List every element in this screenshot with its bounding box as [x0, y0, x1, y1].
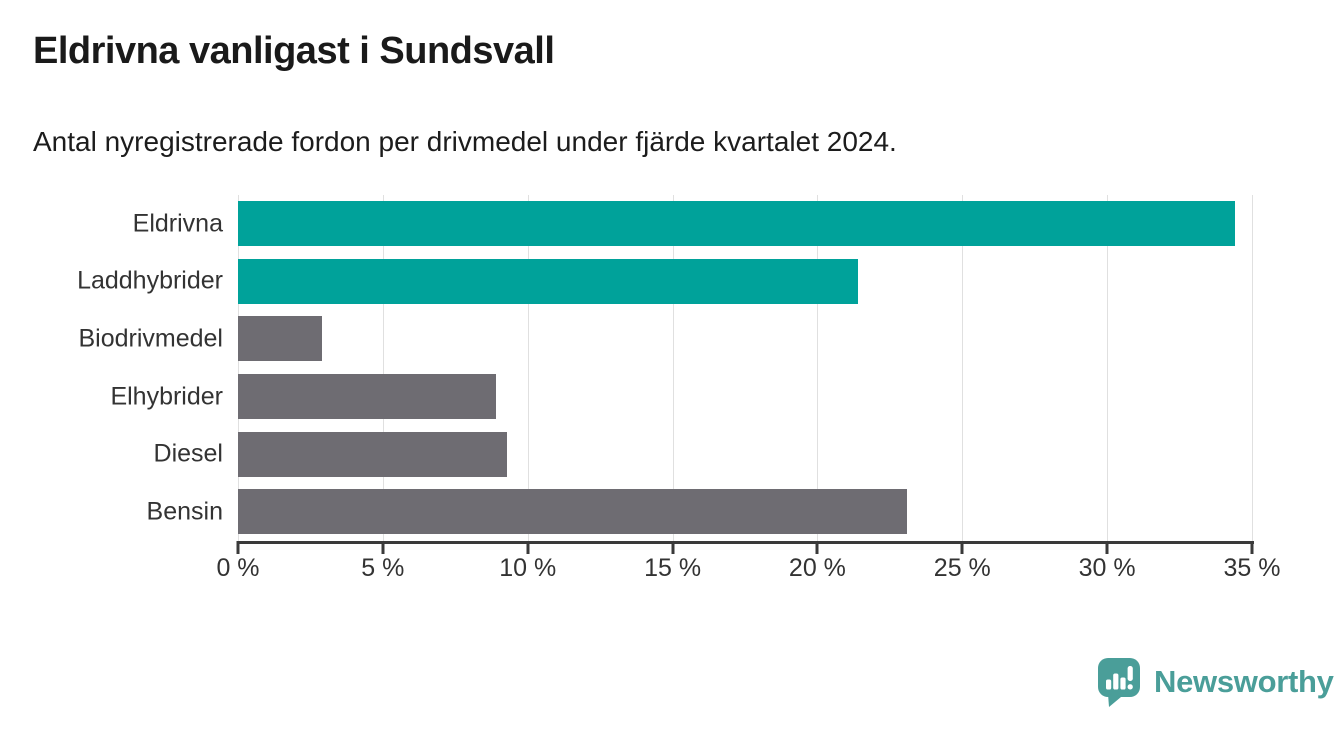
- x-axis-tick-mark: [815, 541, 819, 554]
- x-axis-tick-label: 20 %: [788, 554, 846, 582]
- x-axis-tick-mark: [1250, 541, 1254, 554]
- category-label-biodrivmedel: Biodrivmedel: [78, 324, 223, 353]
- category-label-eldrivna: Eldrivna: [132, 209, 223, 238]
- gridline-25%: [962, 195, 964, 541]
- bar-bensin: [238, 489, 908, 535]
- gridline-30%: [1107, 195, 1109, 541]
- chart-subtitle: Antal nyregistrerade fordon per drivmede…: [33, 126, 897, 157]
- x-axis-tick-label: 0 %: [216, 554, 260, 582]
- gridline-0%: [238, 195, 239, 541]
- bar-eldrivna: [238, 201, 1235, 246]
- category-label-bensin: Bensin: [146, 497, 223, 526]
- category-label-elhybrider: Elhybrider: [110, 382, 223, 411]
- x-axis-tick-mark: [381, 541, 385, 554]
- bar-diesel: [238, 431, 508, 477]
- x-axis-tick-label: 10 %: [499, 554, 557, 582]
- gridline-20%: [817, 195, 819, 541]
- chart-title: Eldrivna vanligast i Sundsvall: [33, 30, 555, 72]
- gridline-5%: [382, 195, 384, 541]
- x-axis-tick-label: 15 %: [644, 554, 702, 582]
- x-axis-tick-label: 25 %: [933, 554, 991, 582]
- bar-laddhybrider: [238, 258, 858, 304]
- bar-row-eldrivna: Eldrivna: [133, 195, 1252, 253]
- gridline-10%: [527, 195, 529, 541]
- newsworthy-wordmark: Newsworthy: [1154, 663, 1334, 699]
- bar-row-biodrivmedel: Biodrivmedel: [78, 310, 1252, 368]
- x-axis-tick-mark: [1105, 541, 1109, 554]
- x-axis-tick-mark: [236, 541, 240, 554]
- bar-row-elhybrider: Elhybrider: [110, 368, 1252, 426]
- bar-biodrivmedel: [238, 316, 323, 362]
- category-label-laddhybrider: Laddhybrider: [77, 266, 223, 295]
- x-axis-tick-mark: [526, 541, 530, 554]
- x-axis-line: [237, 541, 1254, 544]
- newsworthy-speech-bubble-chart-icon: [1098, 658, 1140, 707]
- x-axis-tick-mark: [671, 541, 675, 554]
- x-axis-tick-mark: [960, 541, 964, 554]
- bar-chart-plot: Eldrivna Laddhybrider Biodrivmedel Elhybrid…: [77, 195, 1280, 582]
- newsworthy-logo: Newsworthy: [1096, 656, 1334, 707]
- gridline-15%: [672, 195, 674, 541]
- bar-row-laddhybrider: Laddhybrider: [77, 253, 1252, 311]
- gridline-35%: [1252, 195, 1253, 541]
- bar-elhybrider: [238, 374, 496, 419]
- x-axis-tick-label: 5 %: [361, 554, 405, 582]
- bar-row-bensin: Bensin: [147, 483, 1252, 541]
- bar-row-diesel: Diesel: [154, 426, 1252, 484]
- category-label-diesel: Diesel: [153, 439, 223, 468]
- x-axis-tick-label: 30 %: [1078, 554, 1136, 582]
- x-axis-tick-label: 35 %: [1223, 554, 1281, 582]
